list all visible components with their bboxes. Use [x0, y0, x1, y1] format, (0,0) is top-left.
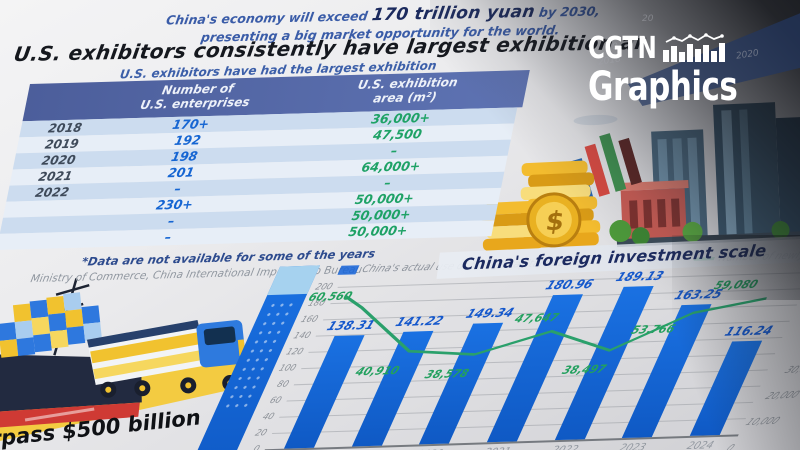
bar-chart-logo-icon — [663, 33, 726, 62]
intro-pre: China's economy will exceed — [165, 8, 374, 28]
table-header-year — [24, 86, 105, 116]
table-header-enterprises: Number of U.S. enterprises — [139, 81, 252, 112]
line-value-label: 47,647 — [512, 310, 561, 326]
faded-axis-label: 20 — [642, 14, 654, 24]
ship-hull-red — [0, 402, 140, 428]
line-value-label: 38,578 — [422, 366, 472, 382]
exhibitor-table-body: 2018 170+ 36,000+ 2019 192 47,500 2020 198–2021… — [0, 106, 518, 250]
line-value-label: 40,910 — [353, 364, 402, 379]
cgtn-graphics-logo: CGTN Graphics — [588, 32, 798, 110]
container-stack — [0, 292, 102, 358]
line-value-label: 38,497 — [560, 362, 609, 377]
investment-illustration: $ — [481, 102, 800, 251]
dollar-coin: $ — [526, 192, 582, 248]
intro-highlight: 170 trillion yuan — [370, 1, 537, 26]
svg-text:$: $ — [545, 207, 564, 238]
truck — [86, 320, 246, 398]
logo-text-cgtn: CGTN — [588, 32, 657, 66]
cell-year — [0, 231, 75, 249]
line-value-label: 53,766 — [629, 322, 678, 337]
intro-post: by 2030, — [533, 3, 602, 20]
line-value-label: 60,560 — [306, 288, 355, 304]
logo-text-graphics: Graphics — [588, 64, 738, 111]
table-header-area: U.S. exhibition area (m²) — [356, 75, 460, 106]
trade-illustration: rpass $500 billion — [0, 278, 255, 450]
cloud — [573, 114, 618, 126]
line-value-label: 59,080 — [711, 277, 761, 293]
investment-chart: China's actual use of foreign capital ($… — [184, 247, 800, 450]
